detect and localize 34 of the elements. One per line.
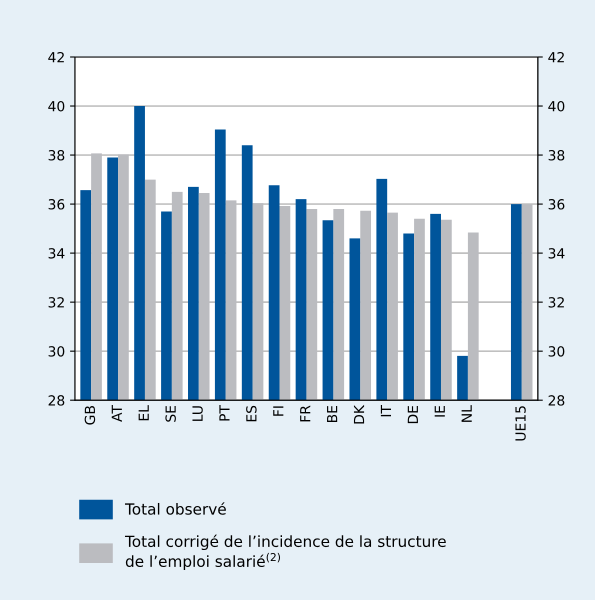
- y2-tick-label: 32: [548, 297, 564, 308]
- legend-label: Total corrigé de l’incidence de la structure de l’emploi salarié$^{(2)}$: [124, 534, 446, 570]
- y-tick-label: 36: [48, 199, 64, 210]
- x-tick-label: AT: [112, 405, 122, 422]
- y-tick-label: 34: [48, 248, 64, 259]
- x-tick-label: LU: [192, 406, 203, 421]
- y2-tick-label: 30: [548, 346, 564, 357]
- legend-label: Total observé: [124, 502, 226, 515]
- x-tick-label: GB: [84, 406, 96, 425]
- x-tick-label: PT: [219, 405, 230, 421]
- x-tick-label: DK: [354, 404, 364, 424]
- x-tick-label: FI: [273, 406, 284, 416]
- x-tick-label: IT: [380, 405, 391, 416]
- y2-tick-label: 28: [548, 395, 564, 406]
- x-tick-label: SE: [165, 406, 176, 422]
- y2-tick-label: 40: [548, 100, 564, 112]
- y2-tick-label: 34: [548, 248, 564, 259]
- x-tick-label: FR: [300, 405, 310, 422]
- y-tick-label: 30: [48, 346, 64, 357]
- x-tick-label: ES: [246, 406, 257, 422]
- x-tick-label: DE: [408, 406, 418, 424]
- x-tick-label: UE15: [515, 406, 526, 440]
- y-tick-label: 38: [48, 150, 64, 161]
- x-tick-label: EL: [138, 405, 149, 420]
- x-tick-label: BE: [327, 406, 338, 422]
- y-tick-label: 42: [48, 52, 64, 62]
- y2-tick-label: 38: [548, 150, 564, 161]
- y2-tick-label: 42: [548, 52, 564, 62]
- x-tick-label: NL: [462, 405, 472, 422]
- y2-tick-label: 36: [548, 199, 564, 210]
- y-tick-label: 28: [48, 395, 64, 406]
- y-tick-label: 40: [48, 100, 64, 112]
- y-tick-label: 32: [48, 297, 64, 308]
- x-tick-label: IE: [434, 406, 445, 417]
